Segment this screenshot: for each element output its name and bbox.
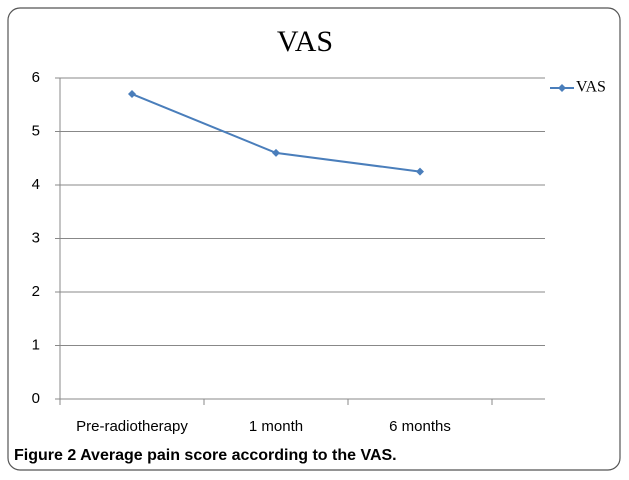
y-tick-label: 3 (32, 229, 40, 246)
x-tick-label: 1 month (249, 418, 303, 435)
x-tick-label: Pre-radiotherapy (76, 418, 188, 435)
caption: Figure 2 Average pain score according to… (14, 447, 397, 464)
y-tick-label: 0 (32, 390, 40, 407)
y-tick-label: 2 (32, 283, 40, 300)
y-tick-label: 1 (32, 336, 40, 353)
x-tick-label: 6 months (389, 418, 451, 435)
legend-label: VAS (576, 79, 606, 96)
y-tick-label: 6 (32, 69, 40, 86)
chart-title: VAS (277, 25, 333, 58)
point (416, 167, 424, 176)
y-tick-label: 5 (32, 122, 40, 139)
point (128, 90, 136, 99)
legend-marker (558, 84, 566, 92)
y-tick-label: 4 (32, 176, 40, 193)
point (272, 148, 280, 157)
